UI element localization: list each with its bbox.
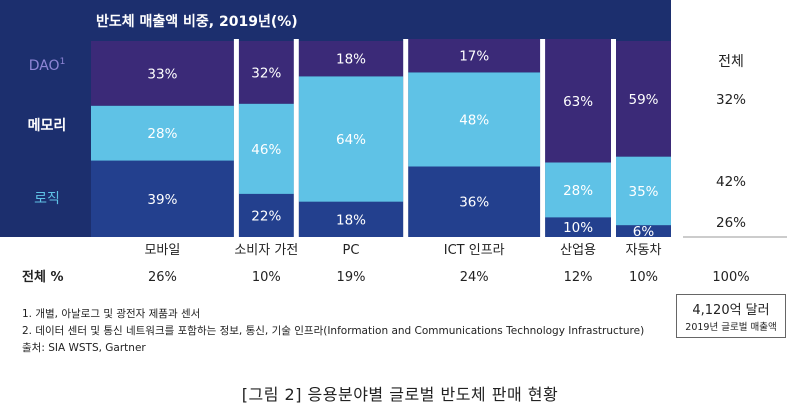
- segment-value-label: 36%: [459, 195, 489, 211]
- bar-segment: [298, 76, 404, 202]
- bar-segment: [408, 39, 541, 73]
- footnote-2: 2. 데이터 센터 및 통신 네트워크를 포함하는 정보, 통신, 기술 인프라…: [22, 325, 645, 337]
- segment-value-label: 35%: [628, 184, 658, 200]
- segment-value-label: 10%: [563, 220, 593, 236]
- segment-value-label: 28%: [147, 126, 177, 142]
- segment-value-label: 18%: [336, 212, 366, 228]
- total-share-label: 100%: [712, 270, 749, 285]
- segment-value-label: 22%: [251, 208, 281, 224]
- category-share-label: 24%: [460, 270, 489, 285]
- category-label: 모바일: [144, 243, 180, 258]
- series-label: 로직: [34, 191, 60, 207]
- bar-segment: [238, 103, 294, 194]
- segment-value-label: 48%: [459, 112, 489, 128]
- bar-segment: [91, 160, 234, 237]
- segment-value-label: 6%: [633, 224, 655, 240]
- column-gap: [293, 39, 299, 237]
- segment-value-label: 32%: [251, 65, 281, 81]
- total-column-header: 전체: [718, 54, 744, 70]
- column-gap: [611, 39, 616, 237]
- series-label: 메모리: [28, 118, 67, 134]
- bar-segment: [238, 193, 294, 237]
- total-row-label: 전체 %: [22, 269, 63, 285]
- category-share-label: 26%: [148, 270, 177, 285]
- bar-segment: [616, 225, 671, 237]
- marimekko-chart: 반도체 매출액 비중, 2019년(%) 39% 28% 33% 모바일 26% 22% 46…: [0, 0, 800, 300]
- bar-segment: [408, 72, 541, 167]
- segment-value-label: 64%: [336, 132, 366, 148]
- bar-segment: [298, 41, 404, 77]
- category-share-label: 10%: [252, 270, 281, 285]
- source-note: 출처: SIA WSTS, Gartner: [22, 342, 146, 354]
- footnote-1: 1. 개별, 아날로그 및 광전자 제품과 센서: [22, 308, 201, 320]
- segment-value-label: 59%: [628, 92, 658, 108]
- category-share-label: 12%: [564, 270, 593, 285]
- series-superscript: 1: [60, 57, 66, 67]
- category-label: 산업용: [560, 243, 596, 258]
- bar-segment: [91, 41, 234, 106]
- segment-value-label: 28%: [563, 183, 593, 199]
- segment-value-label: 18%: [336, 52, 366, 68]
- category-label: 소비자 가전: [234, 243, 298, 258]
- column-gap: [233, 39, 239, 237]
- bar-segment: [238, 41, 294, 104]
- segment-value-label: 63%: [563, 94, 593, 110]
- chart-labels: 반도체 매출액 비중, 2019년(%) 39% 28% 33% 모바일 26% 22% 46…: [22, 13, 750, 285]
- series-label: DAO1: [29, 57, 66, 74]
- bar-segment: [545, 162, 611, 218]
- below-chart-bg: [0, 237, 800, 300]
- total-column-value: 32%: [716, 92, 746, 108]
- figure-caption: [그림 2] 응용분야별 글로벌 반도체 판매 현황: [241, 385, 559, 404]
- global-sales-box: 4,120억 달러 2019년 글로벌 매출액: [676, 294, 786, 338]
- total-column-panel: [677, 41, 793, 237]
- column-gap: [540, 39, 546, 237]
- segment-value-label: 46%: [251, 142, 281, 158]
- category-share-label: 19%: [337, 270, 366, 285]
- category-label: PC: [343, 243, 360, 258]
- bar-segment: [408, 166, 541, 237]
- category-share-label: 10%: [629, 270, 658, 285]
- chart-title: 반도체 매출액 비중, 2019년(%): [96, 13, 298, 30]
- bar-segment: [545, 39, 611, 163]
- series-label-text: 메모리: [28, 118, 67, 134]
- series-label-text: 로직: [34, 191, 60, 207]
- bar-segment: [545, 217, 611, 237]
- segment-value-label: 33%: [147, 66, 177, 82]
- global-sales-amount: 4,120억 달러: [692, 303, 770, 318]
- bar-segment: [91, 105, 234, 161]
- segment-value-label: 17%: [459, 49, 489, 65]
- bar-segment: [616, 41, 671, 157]
- bar-segment: [616, 156, 671, 226]
- column-gap: [403, 39, 409, 237]
- total-column-value: 42%: [716, 174, 746, 190]
- segment-value-label: 39%: [147, 192, 177, 208]
- category-label: ICT 인프라: [444, 243, 505, 258]
- total-column-value: 26%: [716, 215, 746, 231]
- bar-segment: [298, 201, 404, 237]
- chart-bars: [0, 39, 800, 300]
- series-label-text: DAO: [29, 58, 60, 74]
- global-sales-caption: 2019년 글로벌 매출액: [685, 322, 777, 333]
- category-label: 자동차: [626, 243, 662, 258]
